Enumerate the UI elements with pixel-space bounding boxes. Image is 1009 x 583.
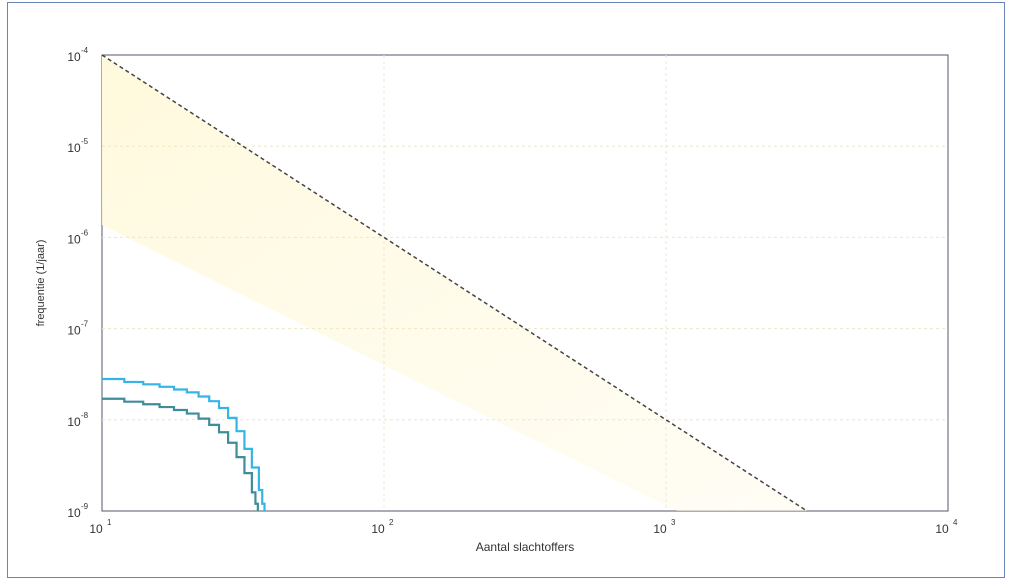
svg-text:-9: -9 [81,502,89,511]
svg-text:-4: -4 [81,46,89,55]
svg-text:10: 10 [67,415,81,429]
svg-text:10: 10 [67,506,81,520]
shaded-band [102,55,807,511]
fn-curve-1 [102,377,266,511]
svg-text:-5: -5 [81,137,89,146]
y-axis-title: frequentie (1/jaar) [35,240,47,327]
x-tick-label: 10 2 [371,518,394,536]
x-tick-label: 10 4 [935,518,958,536]
y-tick-label: 10 -7 [67,320,88,338]
y-tick-label: 10 -6 [67,228,88,246]
svg-text:10: 10 [935,522,949,536]
x-tick-label: 10 3 [653,518,676,536]
fn-curve-chart: 10 1 10 2 10 3 10 410 -410 -510 -610 -710 -810 -9 Aan… [35,46,958,554]
y-tick-label: 10 -9 [67,502,88,520]
svg-text:-7: -7 [81,320,89,329]
x-tick-label: 10 1 [89,518,112,536]
svg-text:10: 10 [67,232,81,246]
svg-text:10: 10 [67,324,81,338]
svg-text:10: 10 [653,522,667,536]
svg-text:10: 10 [67,50,81,64]
series-layer [101,54,808,512]
y-tick-label: 10 -4 [67,46,88,64]
svg-text:10: 10 [371,522,385,536]
svg-text:10: 10 [67,141,81,155]
y-tick-label: 10 -8 [67,411,88,429]
svg-text:1: 1 [107,518,112,527]
grid [102,55,948,511]
svg-text:2: 2 [389,518,394,527]
svg-text:-6: -6 [81,228,89,237]
svg-text:3: 3 [671,518,676,527]
svg-text:10: 10 [89,522,103,536]
chart-frame: 10 1 10 2 10 3 10 4 10 -4 10 -5 10 -6 10 -7 10 -8 10 -9 Aan… [7,2,1005,578]
x-axis-title: Aantal slachtoffers [476,540,575,554]
tick-layer: 10 1 10 2 10 3 10 410 -410 -510 -610 -710 -810 -9 [67,46,958,536]
fn-curve-2 [102,397,259,511]
svg-text:-8: -8 [81,411,89,420]
y-tick-label: 10 -5 [67,137,88,155]
svg-text:4: 4 [953,518,958,527]
